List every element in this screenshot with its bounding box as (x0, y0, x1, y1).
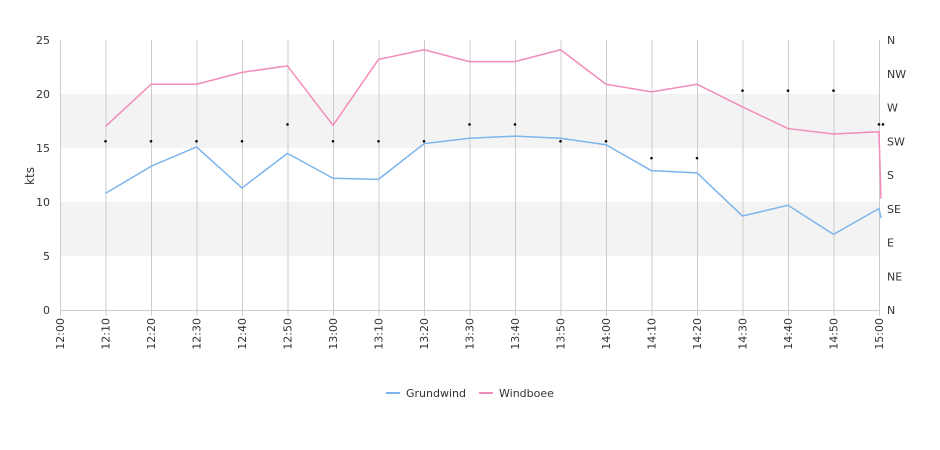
legend: Grundwind Windboee (386, 387, 554, 400)
series-lines (104, 48, 882, 236)
x-tick-label: 13:20 (418, 318, 431, 350)
y-right-tick-label: S (887, 169, 894, 182)
x-tick-label: 15:00 (873, 318, 886, 350)
y-tick-label: 15 (36, 142, 50, 155)
direction-marker (377, 139, 380, 143)
y-right-tick-label: SW (887, 135, 905, 148)
y-axis-right: N NE E SE S SW W NW N (887, 34, 906, 317)
direction-marker (877, 123, 881, 126)
direction-marker (741, 89, 744, 92)
series-line-windboee (104, 48, 882, 199)
direction-marker (149, 139, 153, 143)
y-right-tick-label: N (887, 34, 895, 47)
legend-label: Grundwind (406, 387, 466, 400)
y-right-tick-label: W (887, 102, 898, 115)
direction-marker (104, 139, 107, 143)
x-tick-label: 13:30 (464, 318, 477, 350)
y-tick-label: 10 (36, 196, 50, 209)
y-right-tick-label: N (887, 304, 895, 317)
x-tick-label: 14:00 (600, 318, 613, 350)
direction-marker (286, 123, 289, 126)
legend-item-grundwind: Grundwind (386, 387, 466, 400)
direction-marker (881, 123, 885, 126)
y-tick-label: 5 (43, 250, 50, 263)
x-tick-label: 12:50 (282, 318, 295, 350)
direction-markers (104, 89, 885, 160)
x-tick-label: 13:10 (373, 318, 386, 350)
direction-marker (240, 139, 244, 143)
vertical-gridlines (60, 40, 880, 316)
x-tick-label: 12:00 (54, 318, 67, 350)
x-tick-label: 14:40 (782, 318, 795, 350)
x-tick-label: 14:20 (691, 318, 704, 350)
x-tick-label: 13:00 (327, 318, 340, 350)
y-tick-label: 25 (36, 34, 50, 47)
direction-marker (695, 156, 699, 160)
series-line-grundwind (105, 135, 882, 236)
direction-marker (832, 89, 835, 92)
x-tick-label: 12:30 (191, 318, 204, 350)
y-tick-label: 0 (43, 304, 50, 317)
x-tick-label: 14:10 (646, 318, 659, 350)
direction-marker (650, 156, 653, 160)
x-tick-label: 13:50 (555, 318, 568, 350)
x-tick-label: 12:40 (236, 318, 249, 350)
direction-marker (513, 123, 517, 126)
y-axis-title: kts (23, 167, 37, 185)
x-tick-label: 12:10 (100, 318, 113, 350)
direction-marker (559, 139, 562, 143)
y-right-tick-label: SE (887, 203, 901, 216)
y-right-tick-label: NW (887, 68, 906, 81)
x-tick-label: 12:20 (145, 318, 158, 350)
x-tick-label: 14:30 (737, 318, 750, 350)
y-axis-left: 0 5 10 15 20 25 (36, 34, 50, 317)
legend-item-windboee: Windboee (479, 387, 554, 400)
direction-marker (604, 139, 608, 143)
x-axis: 12:00 12:10 12:20 12:30 12:40 12:50 13:00 13:10… (54, 318, 886, 350)
y-tick-label: 20 (36, 88, 50, 101)
direction-marker (422, 139, 426, 143)
direction-marker (195, 139, 198, 143)
x-tick-label: 14:50 (828, 318, 841, 350)
x-tick-label: 13:40 (509, 318, 522, 350)
y-right-tick-label: E (887, 237, 894, 250)
legend-label: Windboee (499, 387, 554, 400)
direction-marker (468, 123, 471, 126)
direction-marker (786, 89, 790, 92)
direction-marker (331, 139, 335, 143)
y-right-tick-label: NE (887, 270, 902, 283)
